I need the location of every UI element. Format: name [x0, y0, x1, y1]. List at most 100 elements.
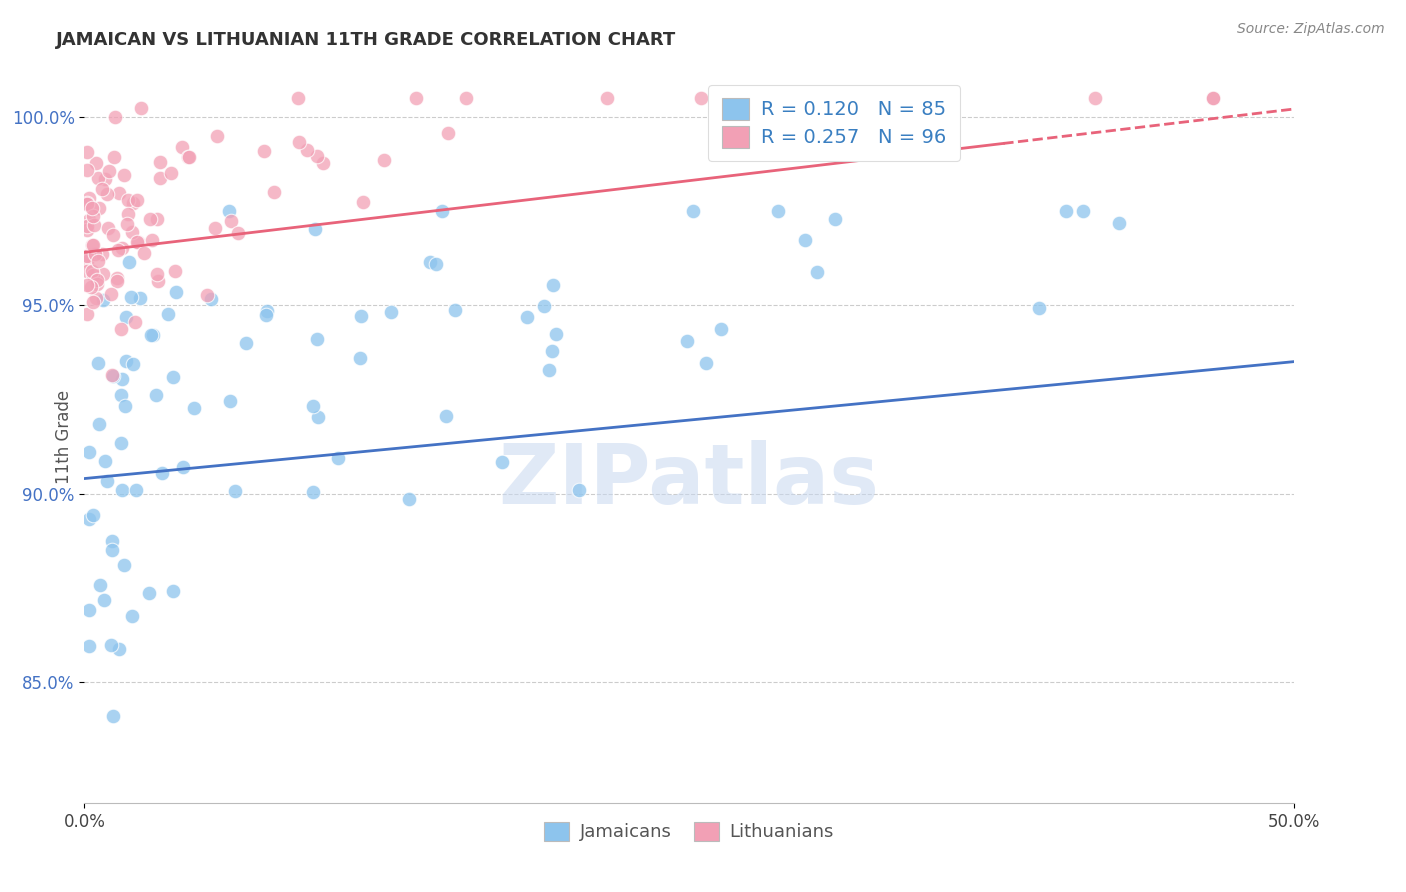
Point [107, 271, 129, 285]
Point [1202, 91, 1225, 105]
Point [122, 357, 145, 371]
Point [108, 641, 131, 656]
Point [93, 592, 115, 607]
Point [682, 203, 704, 218]
Point [1202, 91, 1225, 105]
Point [1071, 203, 1094, 218]
Point [110, 241, 132, 255]
Point [425, 257, 447, 271]
Point [77, 248, 100, 262]
Point [76, 249, 98, 263]
Point [125, 235, 148, 249]
Point [82, 209, 104, 223]
Point [82, 237, 104, 252]
Point [86, 273, 108, 287]
Point [676, 334, 699, 348]
Point [104, 110, 127, 124]
Point [806, 265, 828, 279]
Point [145, 388, 167, 402]
Point [695, 356, 717, 370]
Point [80, 280, 103, 294]
Point [77, 603, 100, 617]
Point [163, 264, 186, 278]
Point [77, 212, 100, 227]
Point [76, 307, 98, 321]
Point [380, 305, 402, 319]
Point [82, 508, 104, 523]
Point [86, 277, 108, 291]
Point [914, 91, 936, 105]
Point [76, 223, 98, 237]
Point [83, 247, 105, 261]
Point [824, 212, 846, 227]
Point [84, 291, 107, 305]
Point [77, 639, 100, 653]
Point [146, 267, 169, 281]
Point [76, 162, 98, 177]
Point [77, 512, 100, 526]
Point [128, 291, 150, 305]
Point [89, 578, 111, 592]
Point [107, 243, 129, 257]
Point [127, 235, 149, 249]
Point [516, 310, 538, 324]
Point [537, 363, 560, 377]
Point [288, 135, 311, 149]
Point [122, 195, 145, 210]
Point [110, 388, 132, 402]
Point [103, 150, 125, 164]
Point [219, 214, 242, 228]
Y-axis label: 11th Grade: 11th Grade [55, 390, 73, 484]
Point [165, 285, 187, 299]
Point [76, 278, 98, 293]
Point [149, 155, 172, 169]
Point [297, 143, 319, 157]
Point [419, 254, 441, 268]
Point [100, 287, 122, 301]
Point [84, 156, 107, 170]
Point [596, 91, 619, 105]
Legend: Jamaicans, Lithuanians: Jamaicans, Lithuanians [537, 814, 841, 848]
Point [82, 268, 104, 282]
Point [218, 394, 240, 409]
Point [146, 212, 169, 227]
Point [91, 182, 114, 196]
Point [76, 145, 98, 160]
Point [96, 186, 118, 201]
Point [94, 454, 117, 468]
Point [254, 309, 277, 323]
Point [162, 584, 184, 599]
Point [97, 163, 120, 178]
Point [76, 197, 98, 211]
Point [541, 278, 564, 293]
Point [76, 196, 98, 211]
Point [83, 218, 105, 232]
Text: JAMAICAN VS LITHUANIAN 11TH GRADE CORRELATION CHART: JAMAICAN VS LITHUANIAN 11TH GRADE CORREL… [56, 31, 676, 49]
Point [256, 303, 278, 318]
Point [159, 166, 181, 180]
Point [204, 220, 226, 235]
Point [434, 409, 457, 423]
Point [76, 219, 98, 234]
Point [491, 455, 513, 469]
Point [121, 609, 143, 624]
Point [352, 195, 374, 210]
Point [77, 190, 100, 204]
Point [87, 171, 110, 186]
Point [312, 155, 335, 169]
Point [302, 400, 325, 414]
Point [205, 128, 228, 143]
Point [87, 417, 110, 432]
Point [444, 303, 467, 318]
Point [89, 201, 111, 215]
Point [405, 91, 427, 105]
Point [97, 220, 120, 235]
Point [141, 233, 163, 247]
Point [112, 558, 135, 573]
Point [100, 368, 122, 382]
Point [430, 203, 453, 218]
Point [139, 212, 162, 227]
Point [1028, 301, 1050, 316]
Point [328, 450, 350, 465]
Point [287, 91, 309, 105]
